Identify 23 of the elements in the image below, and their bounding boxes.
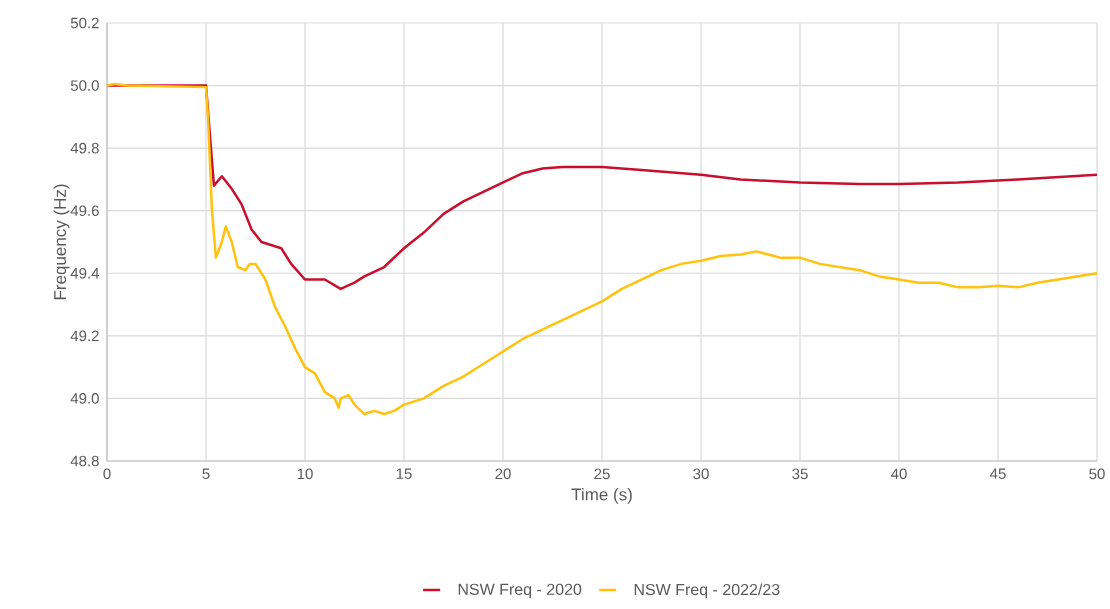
x-tick-label: 0 [103, 468, 111, 480]
x-tick-label: 35 [792, 468, 808, 480]
y-tick-label: 49.2 [70, 330, 99, 342]
legend-label: NSW Freq - 2020 [458, 583, 582, 599]
x-tick-label: 40 [891, 468, 907, 480]
y-tick-label: 48.8 [70, 455, 99, 467]
x-tick-label: 30 [693, 468, 709, 480]
x-tick-label: 20 [495, 468, 511, 480]
y-axis-title: Frequency (Hz) [53, 184, 70, 300]
x-axis-title: Time (s) [571, 488, 632, 504]
legend-label: NSW Freq - 2022/23 [634, 583, 780, 599]
x-tick-label: 25 [594, 468, 610, 480]
y-tick-label: 50.2 [70, 17, 99, 29]
y-tick-label: 49.0 [70, 393, 99, 404]
y-tick-label: 50.0 [70, 80, 99, 91]
x-tick-label: 10 [297, 468, 313, 480]
x-tick-label: 5 [202, 468, 210, 479]
y-tick-label: 49.4 [70, 267, 100, 279]
x-tick-label: 15 [396, 468, 412, 479]
x-tick-label: 45 [990, 468, 1006, 479]
y-tick-label: 49.6 [70, 205, 99, 217]
y-tick-label: 49.8 [70, 142, 99, 154]
x-tick-label: 50 [1089, 468, 1105, 480]
